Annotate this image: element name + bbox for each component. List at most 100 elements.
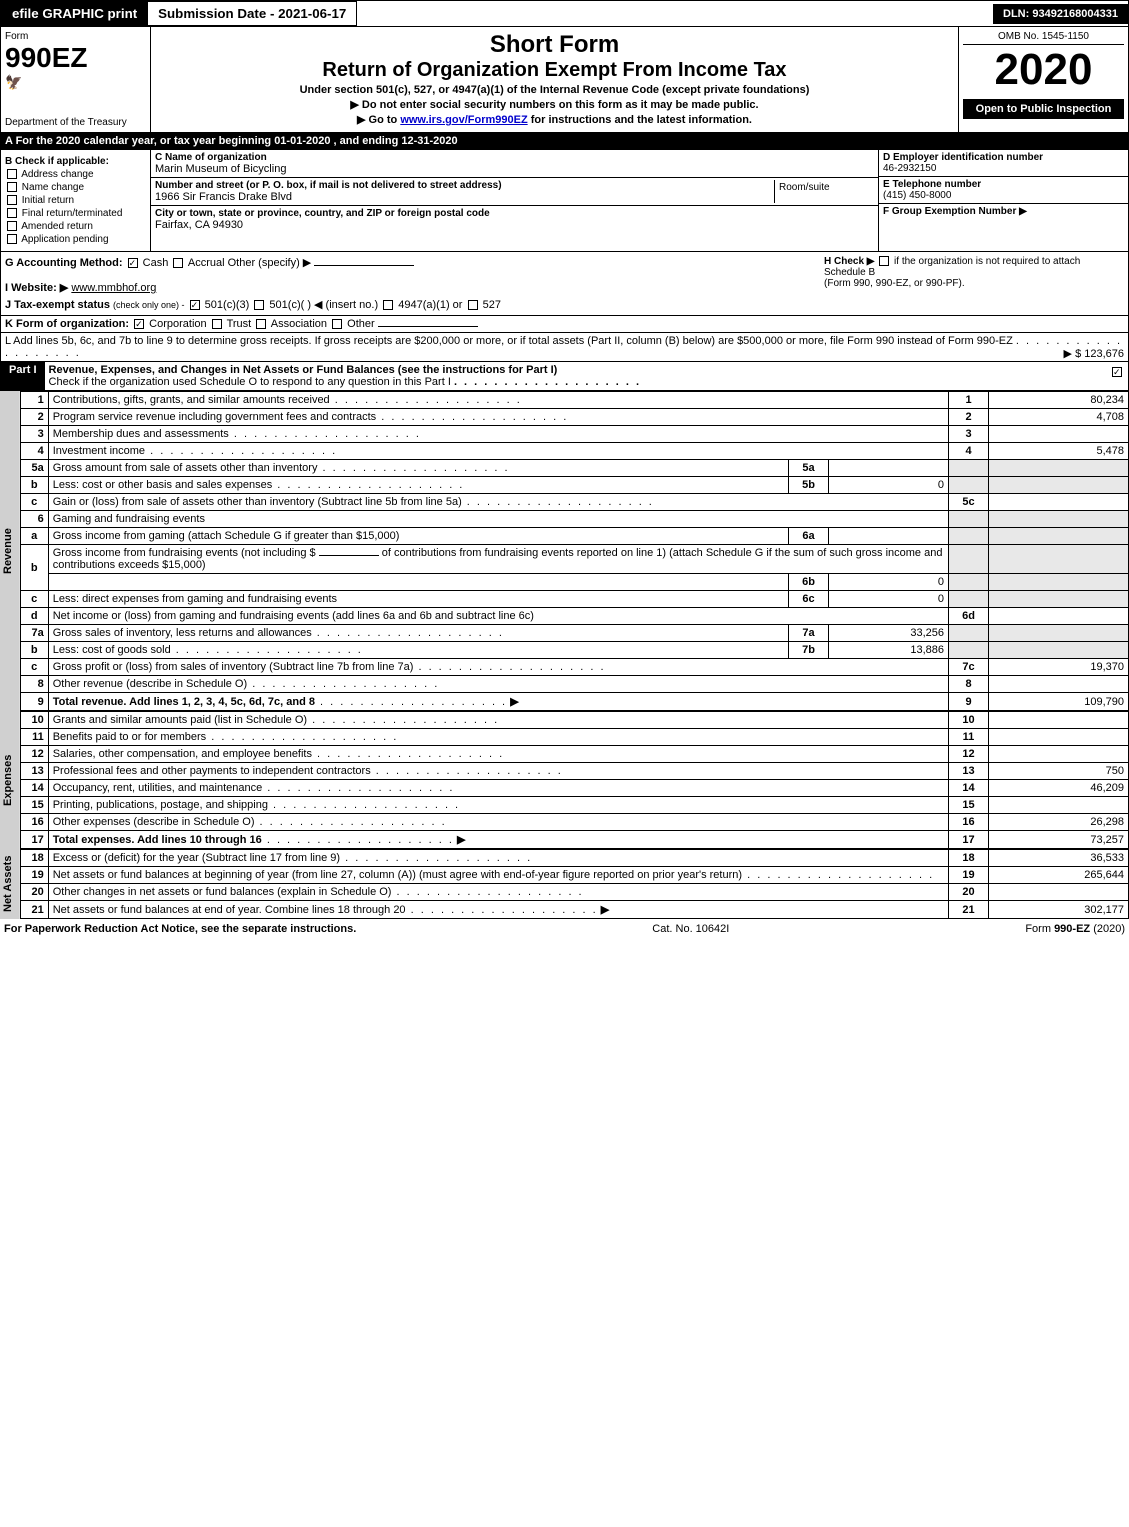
k-other-checkbox[interactable] [332,319,342,329]
j-label: J Tax-exempt status [5,299,110,311]
k-assoc-checkbox[interactable] [256,319,266,329]
table-row: 15Printing, publications, postage, and s… [20,797,1128,814]
info-grid: B Check if applicable: Address change Na… [0,150,1129,252]
b-initial-return[interactable]: Initial return [5,195,146,206]
top-bar: efile GRAPHIC print Submission Date - 20… [0,0,1129,27]
table-row: 21Net assets or fund balances at end of … [20,901,1128,919]
subtitle-3: ▶ Go to www.irs.gov/Form990EZ for instru… [155,113,954,126]
section-c: C Name of organization Marin Museum of B… [151,150,878,251]
part1-schedule-o-checkbox[interactable] [1112,367,1122,377]
room-suite: Room/suite [774,180,874,203]
section-k: K Form of organization: Corporation Trus… [0,316,1129,333]
table-row: cGain or (loss) from sale of assets othe… [20,494,1128,511]
part1-header-row: Part I Revenue, Expenses, and Changes in… [0,362,1129,391]
table-row: cLess: direct expenses from gaming and f… [20,591,1128,608]
d-ein-value: 46-2932150 [883,163,1124,174]
form-number: 990EZ [5,42,146,74]
c-name-value: Marin Museum of Bicycling [155,163,874,175]
subtitle-3-post: for instructions and the latest informat… [528,114,752,126]
open-public-badge: Open to Public Inspection [963,99,1124,119]
b-amended-return[interactable]: Amended return [5,221,146,232]
table-row: 12Salaries, other compensation, and empl… [20,746,1128,763]
e-phone-value: (415) 450-8000 [883,190,1124,201]
irs-link[interactable]: www.irs.gov/Form990EZ [400,114,527,126]
table-row: aGross income from gaming (attach Schedu… [20,528,1128,545]
efile-print-button[interactable]: efile GRAPHIC print [1,1,148,26]
g-accrual-checkbox[interactable] [173,258,183,268]
h-checkbox[interactable] [879,256,889,266]
section-gh: G Accounting Method: Cash Accrual Other … [0,252,1129,316]
b-label: B Check if applicable: [5,156,146,167]
section-def: D Employer identification number 46-2932… [878,150,1128,251]
form-word: Form [5,31,146,42]
k-corp-checkbox[interactable] [134,319,144,329]
top-bar-left: efile GRAPHIC print Submission Date - 20… [1,1,357,26]
table-row: 10Grants and similar amounts paid (list … [20,712,1128,729]
dln-label: DLN: 93492168004331 [993,4,1128,24]
table-row: 2Program service revenue including gover… [20,409,1128,426]
table-row: 5aGross amount from sale of assets other… [20,460,1128,477]
c-street-value: 1966 Sir Francis Drake Blvd [155,191,774,203]
website-link[interactable]: www.mmbhof.org [71,282,156,294]
table-row: 18Excess or (deficit) for the year (Subt… [20,850,1128,867]
table-row: 11Benefits paid to or for members11 [20,729,1128,746]
subtitle-2: ▶ Do not enter social security numbers o… [155,98,954,111]
part1-checknote: Check if the organization used Schedule … [49,376,451,388]
expenses-side-label: Expenses [0,711,20,849]
b-name-change[interactable]: Name change [5,182,146,193]
c-city-value: Fairfax, CA 94930 [155,219,874,231]
k-other-field[interactable] [378,326,478,327]
b-application-pending[interactable]: Application pending [5,234,146,245]
short-form-title: Short Form [155,31,954,59]
h-label: H Check ▶ [824,256,874,267]
expenses-table: 10Grants and similar amounts paid (list … [20,711,1129,849]
section-b: B Check if applicable: Address change Na… [1,150,151,251]
section-l: L Add lines 5b, 6c, and 7b to line 9 to … [0,333,1129,362]
i-label: I Website: ▶ [5,282,68,294]
subtitle-3-pre: ▶ Go to [357,114,400,126]
table-row: 20Other changes in net assets or fund ba… [20,884,1128,901]
header-left: Form 990EZ 🦅 Department of the Treasury [1,27,151,132]
g-cash-checkbox[interactable] [128,258,138,268]
table-row: 7aGross sales of inventory, less returns… [20,625,1128,642]
table-row: bLess: cost or other basis and sales exp… [20,477,1128,494]
table-row: 19Net assets or fund balances at beginni… [20,867,1128,884]
table-row: 16Other expenses (describe in Schedule O… [20,814,1128,831]
table-row: 8Other revenue (describe in Schedule O)8 [20,676,1128,693]
c-city-row: City or town, state or province, country… [151,206,878,233]
footer-center: Cat. No. 10642I [652,923,729,935]
page-footer: For Paperwork Reduction Act Notice, see … [0,919,1129,939]
netassets-table: 18Excess or (deficit) for the year (Subt… [20,849,1129,919]
tax-year: 2020 [963,45,1124,95]
k-label: K Form of organization: [5,318,129,330]
b-final-return[interactable]: Final return/terminated [5,208,146,219]
table-row: 6b0 [20,574,1128,591]
j-501c3-checkbox[interactable] [190,300,200,310]
footer-right: Form 990-EZ (2020) [1025,923,1125,935]
revenue-table: 1Contributions, gifts, grants, and simil… [20,391,1129,711]
part1-badge: Part I [1,362,45,390]
j-501c-checkbox[interactable] [254,300,264,310]
return-title: Return of Organization Exempt From Incom… [155,59,954,82]
g-other-field[interactable] [314,265,414,266]
part1-title: Revenue, Expenses, and Changes in Net As… [45,362,1106,390]
c-street-label: Number and street (or P. O. box, if mail… [155,180,774,191]
table-row: 17Total expenses. Add lines 10 through 1… [20,831,1128,849]
revenue-side-label: Revenue [0,391,20,711]
j-527-checkbox[interactable] [468,300,478,310]
c-street-row: Number and street (or P. O. box, if mail… [151,178,878,206]
table-row: bLess: cost of goods sold7b13,886 [20,642,1128,659]
j-4947-checkbox[interactable] [383,300,393,310]
d-ein: D Employer identification number 46-2932… [879,150,1128,177]
table-row: 9Total revenue. Add lines 1, 2, 3, 4, 5c… [20,693,1128,711]
section-g: G Accounting Method: Cash Accrual Other … [5,256,824,311]
c-name-row: C Name of organization Marin Museum of B… [151,150,878,178]
submission-date-button[interactable]: Submission Date - 2021-06-17 [148,1,357,26]
period-row: A For the 2020 calendar year, or tax yea… [0,133,1129,150]
table-row: dNet income or (loss) from gaming and fu… [20,608,1128,625]
k-trust-checkbox[interactable] [212,319,222,329]
b-address-change[interactable]: Address change [5,169,146,180]
section-h: H Check ▶ if the organization is not req… [824,256,1124,311]
l-text: L Add lines 5b, 6c, and 7b to line 9 to … [5,335,1013,347]
table-row: 4Investment income45,478 [20,443,1128,460]
